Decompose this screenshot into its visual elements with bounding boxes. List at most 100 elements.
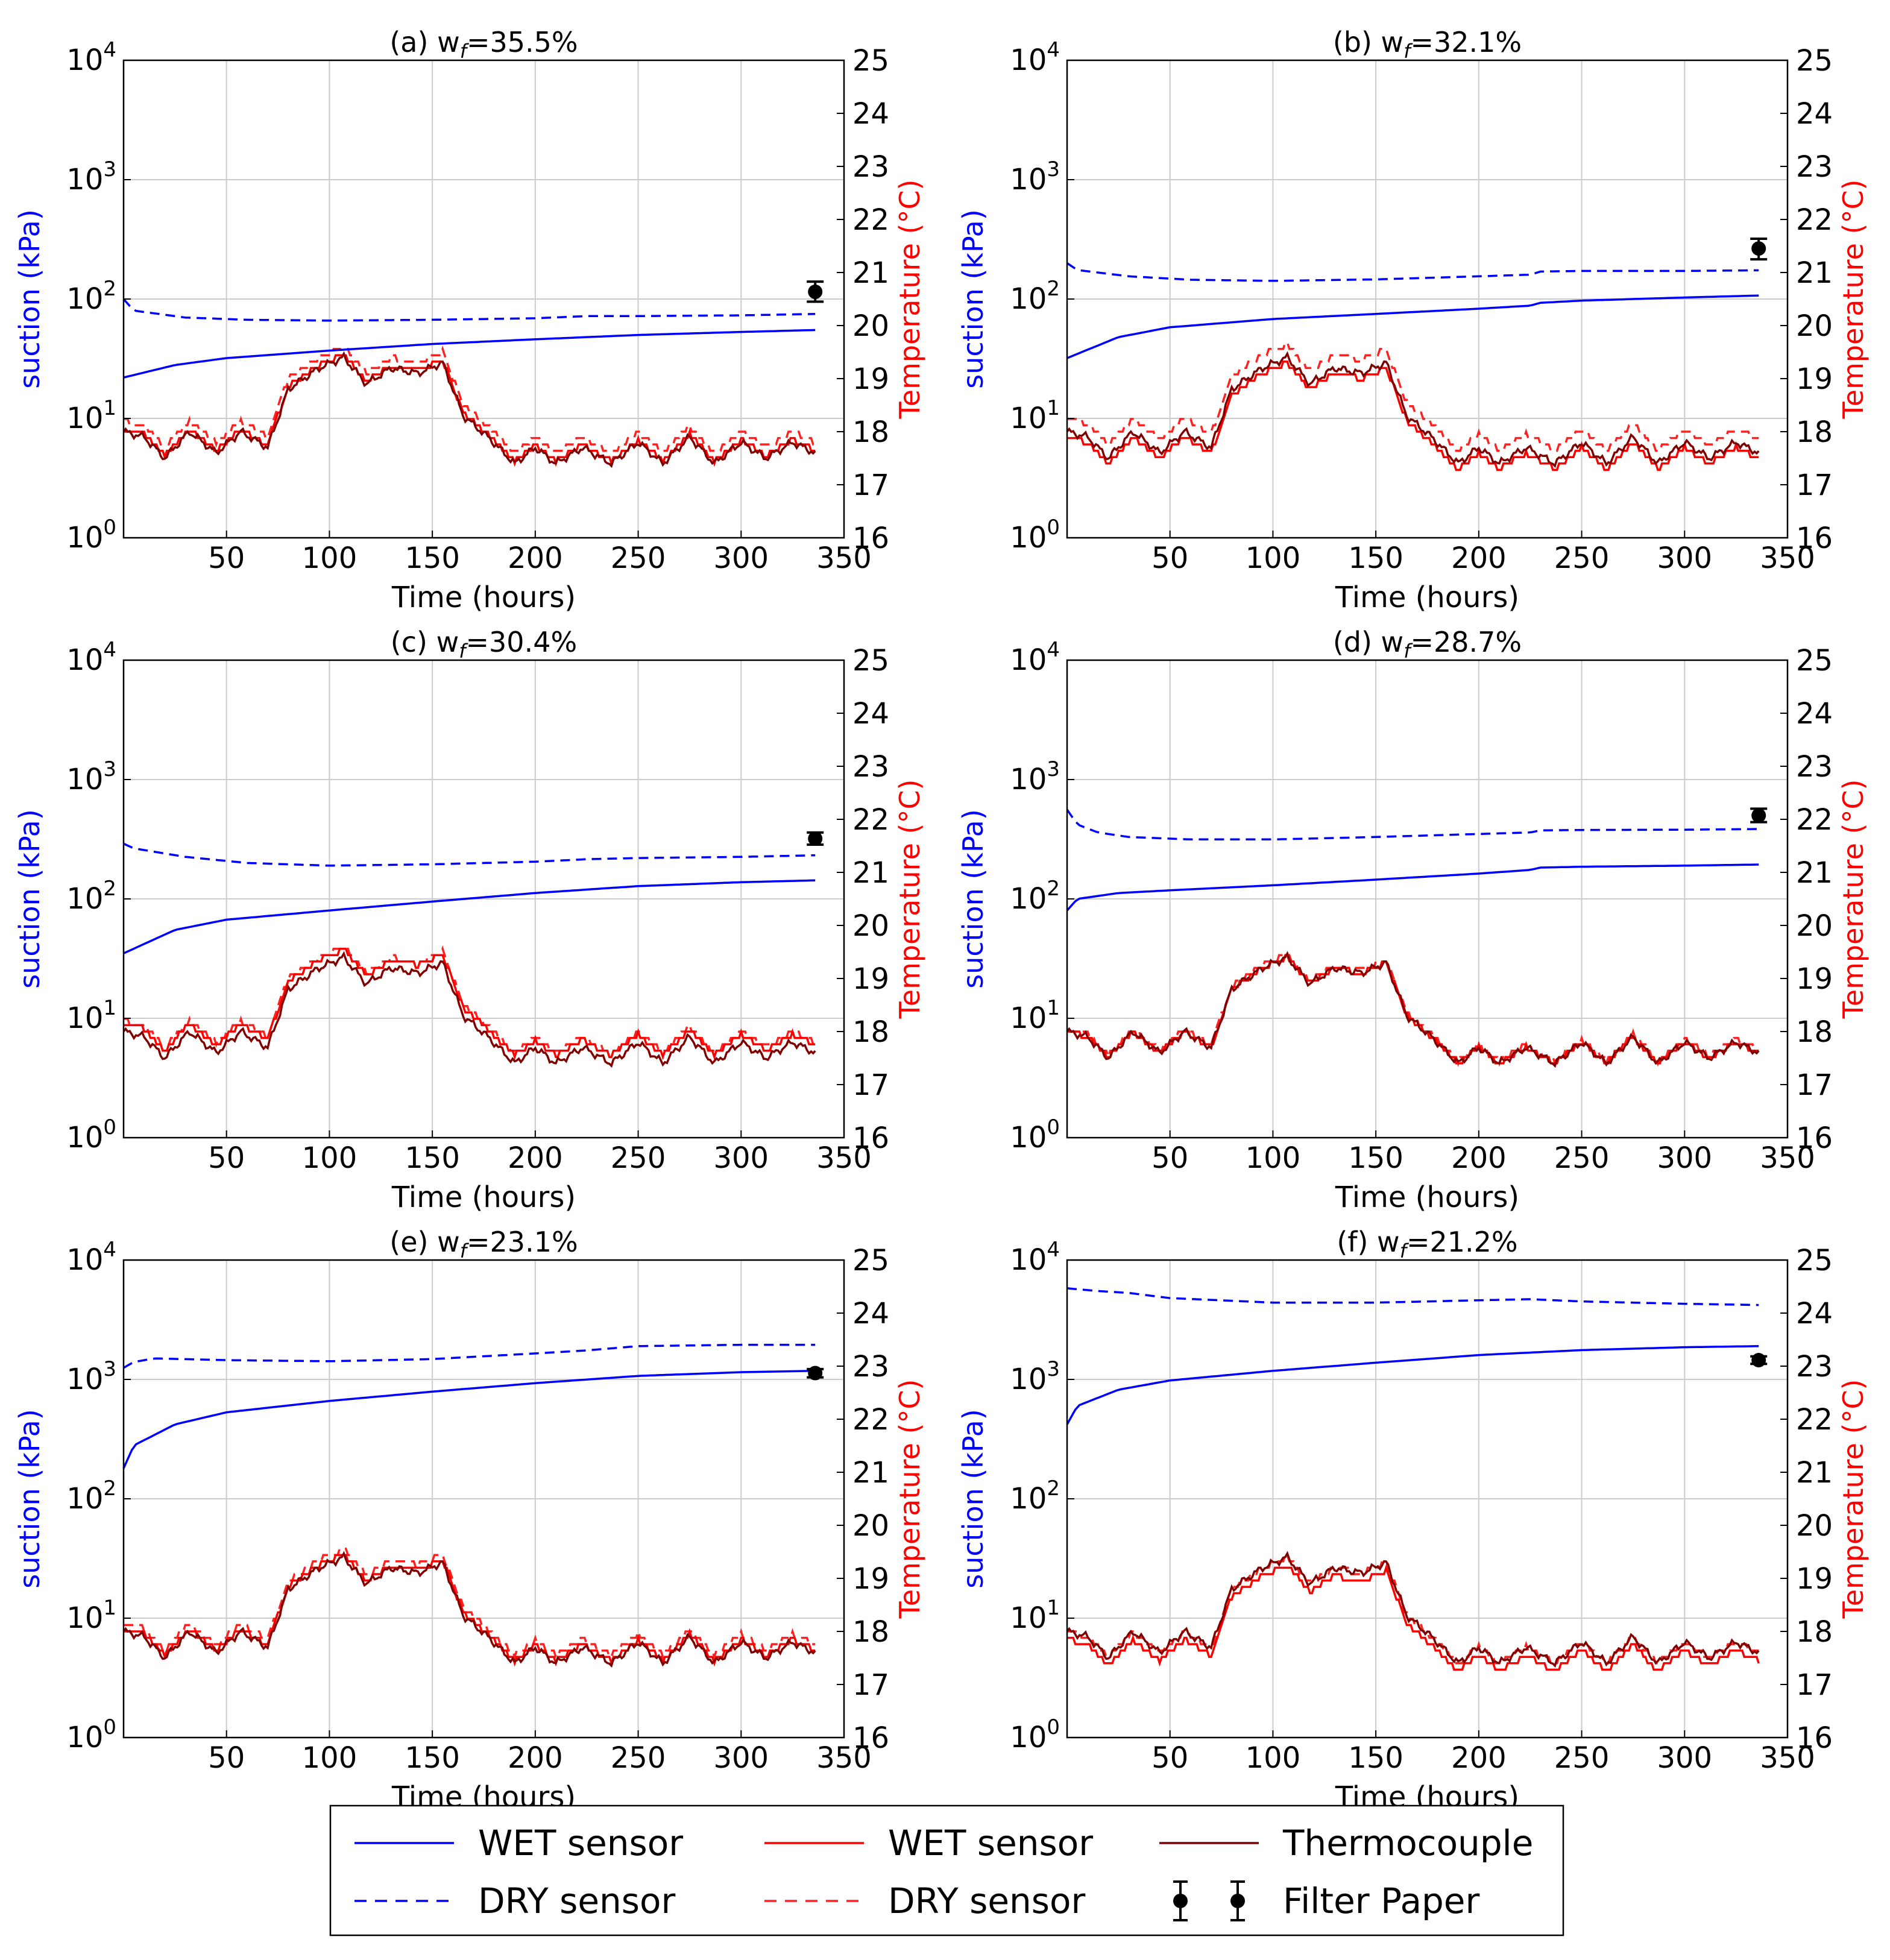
series-wet-temperature <box>1067 361 1759 471</box>
y-left-tick-label: 101 <box>66 396 116 435</box>
y-right-axis-label: Temperature (°C) <box>893 1379 926 1619</box>
legend-label: WET sensor <box>478 1823 683 1864</box>
legend-label: DRY sensor <box>478 1880 675 1921</box>
y-left-axis-label: suction (kPa) <box>13 809 46 989</box>
y-right-tick-label: 18 <box>852 1015 889 1049</box>
filter-paper-point <box>1751 1353 1766 1368</box>
y-right-tick-label: 24 <box>852 1297 889 1331</box>
series-dry-suction <box>123 842 816 867</box>
legend-label: Thermocouple <box>1282 1823 1533 1864</box>
x-axis-label: Time (hours) <box>1335 1180 1519 1214</box>
y-right-tick-label: 20 <box>1796 909 1833 943</box>
series-wet-suction <box>123 879 816 954</box>
y-left-tick-label: 100 <box>1010 515 1060 555</box>
x-tick-label: 150 <box>1348 1741 1403 1775</box>
y-right-tick-label: 17 <box>852 1068 889 1102</box>
y-right-tick-label: 23 <box>1796 150 1833 184</box>
chart-panel-d: 50 100 150 200 250 300 350 Time (hours) 100 101 10… <box>957 626 1870 1214</box>
series-dry-suction <box>122 298 816 322</box>
x-tick-label: 200 <box>1451 541 1507 575</box>
y-right-axis-label: Temperature (°C) <box>893 779 926 1019</box>
y-right-tick-label: 21 <box>1796 256 1833 290</box>
series-thermocouple <box>122 951 816 1068</box>
legend-marker <box>1230 1894 1245 1908</box>
chart-panel-c: 50 100 150 200 250 300 350 Time (hours) 100 101 10… <box>13 626 926 1214</box>
y-left-axis-label: suction (kPa) <box>957 809 989 989</box>
y-right-tick-label: 23 <box>852 1350 889 1384</box>
series-thermocouple <box>1066 351 1760 468</box>
y-left-tick-label: 102 <box>66 277 116 316</box>
y-left-tick-label: 103 <box>66 1357 116 1396</box>
series-thermocouple <box>122 1551 816 1668</box>
x-tick-label: 150 <box>405 1741 460 1775</box>
series-dry-suction <box>1066 262 1759 282</box>
x-axis-label: Time (hours) <box>1335 581 1519 614</box>
legend-label: DRY sensor <box>888 1880 1085 1921</box>
x-tick-label: 50 <box>208 541 245 575</box>
x-tick-label: 350 <box>816 1141 872 1175</box>
y-left-tick-label: 104 <box>1010 1238 1060 1277</box>
y-right-tick-label: 24 <box>1796 697 1833 731</box>
x-axis-label: Time (hours) <box>391 1180 576 1214</box>
x-axis-label: Time (hours) <box>391 581 576 614</box>
y-right-tick-label: 18 <box>1796 1615 1833 1649</box>
series-wet-suction <box>123 329 816 379</box>
x-tick-label: 350 <box>1760 1741 1815 1775</box>
series-wet-temperature <box>124 947 816 1060</box>
x-tick-label: 300 <box>1657 1141 1712 1175</box>
y-left-tick-label: 100 <box>66 1715 116 1754</box>
series-dry-temperature <box>124 1547 816 1660</box>
panel-title: (d) wf=28.7% <box>1333 626 1522 663</box>
y-right-tick-label: 25 <box>1796 1244 1833 1278</box>
y-right-tick-label: 25 <box>1796 44 1833 78</box>
chart-panel-a: 50 100 150 200 250 300 350 Time (hours) 100 101 10… <box>13 26 926 614</box>
series-wet-suction <box>122 1370 816 1469</box>
x-tick-label: 50 <box>1151 541 1188 575</box>
y-right-tick-label: 16 <box>852 1721 889 1755</box>
legend: WET sensor DRY sensor WET sensor DRY sensor… <box>329 1804 1564 1936</box>
y-right-tick-label: 17 <box>852 468 889 502</box>
y-right-tick-label: 21 <box>852 256 889 290</box>
series-wet-suction <box>1066 1345 1759 1425</box>
filter-paper-point <box>808 831 823 846</box>
x-tick-label: 200 <box>508 1741 563 1775</box>
y-right-tick-label: 16 <box>1796 1121 1833 1155</box>
series-thermocouple <box>1066 951 1760 1068</box>
y-right-tick-label: 19 <box>852 362 889 396</box>
y-left-tick-label: 101 <box>1010 996 1060 1035</box>
y-right-tick-label: 23 <box>1796 750 1833 784</box>
x-tick-label: 200 <box>508 1141 563 1175</box>
y-right-tick-label: 20 <box>852 909 889 943</box>
filter-paper-point <box>1751 808 1766 823</box>
panel-title: (c) wf=30.4% <box>391 626 577 663</box>
x-tick-label: 100 <box>302 541 358 575</box>
series-wet-temperature <box>1067 1564 1760 1671</box>
x-tick-label: 150 <box>1348 541 1403 575</box>
x-tick-label: 250 <box>611 1141 666 1175</box>
y-left-tick-label: 104 <box>1010 38 1060 77</box>
panels-group: 50 100 150 200 250 300 350 Time (hours) 100 101 10… <box>13 26 1870 1814</box>
y-right-axis-label: Temperature (°C) <box>893 179 926 419</box>
panel-title: (f) wf=21.2% <box>1337 1226 1517 1262</box>
x-tick-label: 350 <box>816 541 872 575</box>
y-left-axis-label: suction (kPa) <box>957 1409 989 1589</box>
panel-title: (a) wf=35.5% <box>389 26 578 63</box>
x-tick-label: 250 <box>611 1741 666 1775</box>
y-right-axis-label: Temperature (°C) <box>1837 1379 1870 1619</box>
y-left-axis-label: suction (kPa) <box>957 209 989 389</box>
y-right-tick-label: 22 <box>852 803 889 837</box>
y-right-tick-label: 21 <box>1796 856 1833 890</box>
x-tick-label: 250 <box>1554 541 1610 575</box>
series-dry-suction <box>1066 808 1759 841</box>
y-right-tick-label: 25 <box>852 1244 889 1278</box>
y-right-tick-label: 19 <box>1796 362 1833 396</box>
y-right-tick-label: 25 <box>1796 644 1833 678</box>
y-right-tick-label: 21 <box>852 856 889 890</box>
y-left-tick-label: 103 <box>66 757 116 796</box>
y-right-tick-label: 23 <box>852 150 889 184</box>
y-right-tick-label: 18 <box>1796 415 1833 449</box>
y-right-axis-label: Temperature (°C) <box>1837 179 1870 419</box>
y-left-tick-label: 103 <box>66 157 116 197</box>
y-right-tick-label: 22 <box>852 203 889 237</box>
filter-paper-point <box>808 1366 823 1381</box>
